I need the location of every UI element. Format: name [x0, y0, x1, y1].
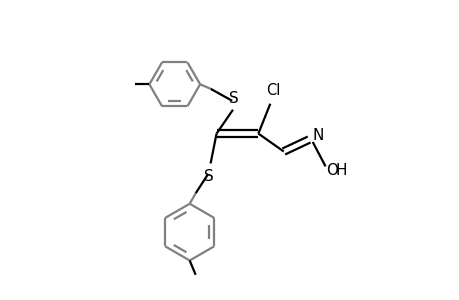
- Text: H: H: [335, 164, 346, 178]
- Text: O: O: [325, 164, 337, 178]
- Text: S: S: [229, 91, 238, 106]
- Text: N: N: [312, 128, 323, 143]
- Text: S: S: [204, 169, 213, 184]
- Text: Cl: Cl: [266, 83, 280, 98]
